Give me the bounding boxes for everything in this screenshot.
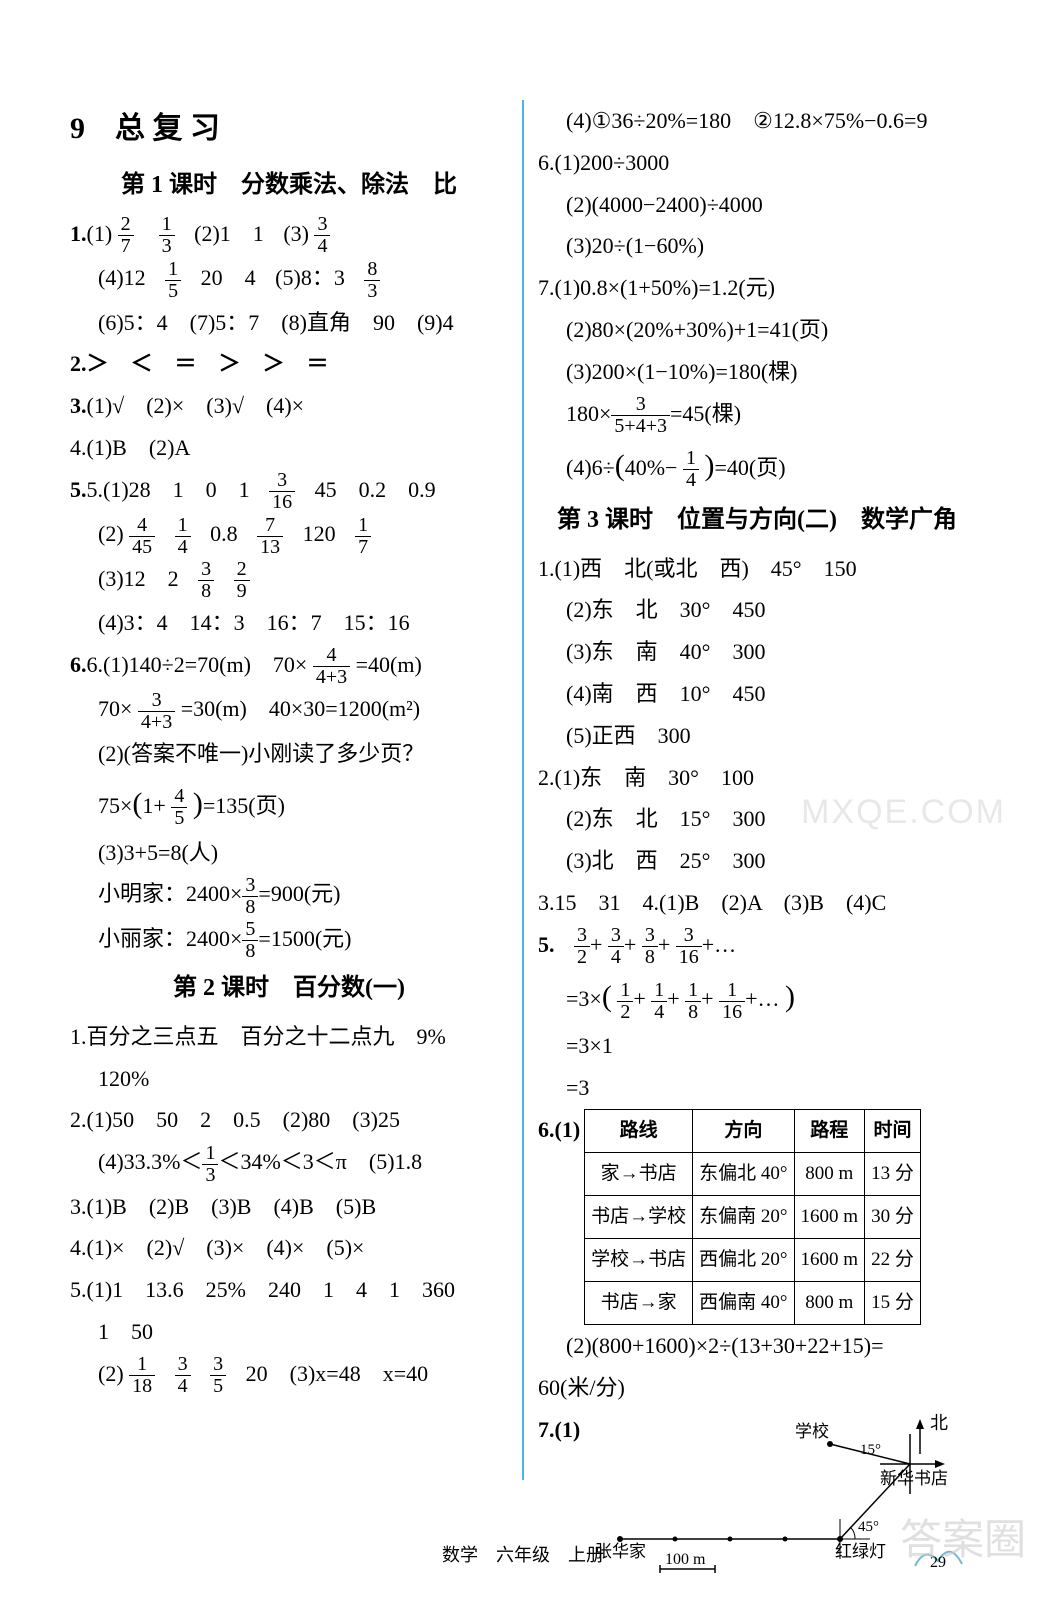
frac: 27 [118, 214, 134, 257]
q1-line2: (4)12 15 20 4 (5)8：3 83 [70, 257, 508, 301]
q-num: 1. [70, 221, 87, 246]
svg-text:45°: 45° [858, 1519, 879, 1535]
left-column: 9 总 复 习 第 1 课时 分数乘法、除法 比 1.(1) 27 13 (2)… [60, 100, 524, 1480]
q5-2: (2) 445 14 0.8 713 120 17 [70, 513, 508, 557]
p3-q6: 6.(1) 路线 方向 路程 时间 家→书店东偏北 40°800 m13 分 书… [538, 1109, 976, 1325]
table-row: 家→书店东偏北 40°800 m13 分 [585, 1152, 921, 1195]
table-row: 书店→学校东偏南 20°1600 m30 分 [585, 1196, 921, 1239]
r-q7: 7.(1)0.8×(1+50%)=1.2(元) [538, 267, 976, 309]
lesson3-title: 第 3 课时 位置与方向(二) 数学广角 [538, 498, 976, 544]
lesson1-title: 第 1 课时 分数乘法、除法 比 [70, 163, 508, 209]
chapter-title: 9 总 复 习 [70, 100, 508, 157]
q4: 4.(1)B (2)A [70, 427, 508, 469]
q2: 2.＞ ＜ ＝ ＞ ＞ ＝ [70, 343, 508, 385]
right-column: (4)①36÷20%=180 ②12.8×75%−0.6=9 6.(1)200÷… [524, 100, 986, 1480]
page-number: 29 [930, 1548, 946, 1578]
q3: 3.(1)√ (2)× (3)√ (4)× [70, 385, 508, 427]
svg-text:学校: 学校 [795, 1422, 829, 1441]
table-row: 书店→家西偏南 40°800 m15 分 [585, 1282, 921, 1325]
p2-q5: 5.(1)1 13.6 25% 240 1 4 1 360 [70, 1269, 508, 1311]
table-row: 学校→书店西偏北 20°1600 m22 分 [585, 1239, 921, 1282]
p2-q4: 4.(1)× (2)√ (3)× (4)× (5)× [70, 1227, 508, 1269]
page-footer: 数学 六年级 上册 29 [0, 1538, 1046, 1572]
p2-q1: 1.百分之三点五 百分之十二点九 9% [70, 1016, 508, 1058]
q6-2b: 75×(1+ 45 )=135(页) [70, 775, 508, 832]
route-table: 路线 方向 路程 时间 家→书店东偏北 40°800 m13 分 书店→学校东偏… [584, 1109, 921, 1325]
q5-3: (3)12 2 38 29 [70, 558, 508, 602]
svg-text:北: 北 [930, 1413, 948, 1433]
p2-q2: 2.(1)50 50 2 0.5 (2)80 (3)25 [70, 1099, 508, 1141]
q6-1b: 70× 34+3 =30(m) 40×30=1200(m²) [70, 688, 508, 732]
r-q6: 6.(1)200÷3000 [538, 142, 976, 184]
q6-3b: 小明家：2400×38=900(元) [70, 873, 508, 917]
q1-line3: (6)5：4 (7)5：7 (8)直角 90 (9)4 [70, 302, 508, 344]
lesson2-title: 第 2 课时 百分数(一) [70, 966, 508, 1012]
svg-text:15°: 15° [860, 1442, 881, 1458]
q6-1: 6.6.(1)140÷2=70(m) 70× 44+3 =40(m) [70, 644, 508, 688]
q6-3: (3)3+5=8(人) [70, 832, 508, 874]
table-header: 路线 方向 路程 时间 [585, 1109, 921, 1152]
p2-q3: 3.(1)B (2)B (3)B (4)B (5)B [70, 1186, 508, 1228]
p2-q5c: (2) 118 34 35 20 (3)x=48 x=40 [70, 1353, 508, 1397]
q1-line1: 1.(1) 27 13 (2)1 1 (3) 34 [70, 213, 508, 257]
p2-q2b: (4)33.3%＜13＜34%＜3＜π (5)1.8 [70, 1141, 508, 1185]
q5-1: 5.5.(1)28 1 0 1 316 45 0.2 0.9 [70, 469, 508, 513]
q5-4: (4)3：4 14：3 16：7 15：16 [70, 602, 508, 644]
q6-3d: 小丽家：2400×58=1500(元) [70, 918, 508, 962]
q6-2: (2)(答案不唯一)小刚读了多少页？ [70, 733, 508, 775]
p3-q5: 5. 32+ 34+ 38+ 316+… [538, 924, 976, 968]
